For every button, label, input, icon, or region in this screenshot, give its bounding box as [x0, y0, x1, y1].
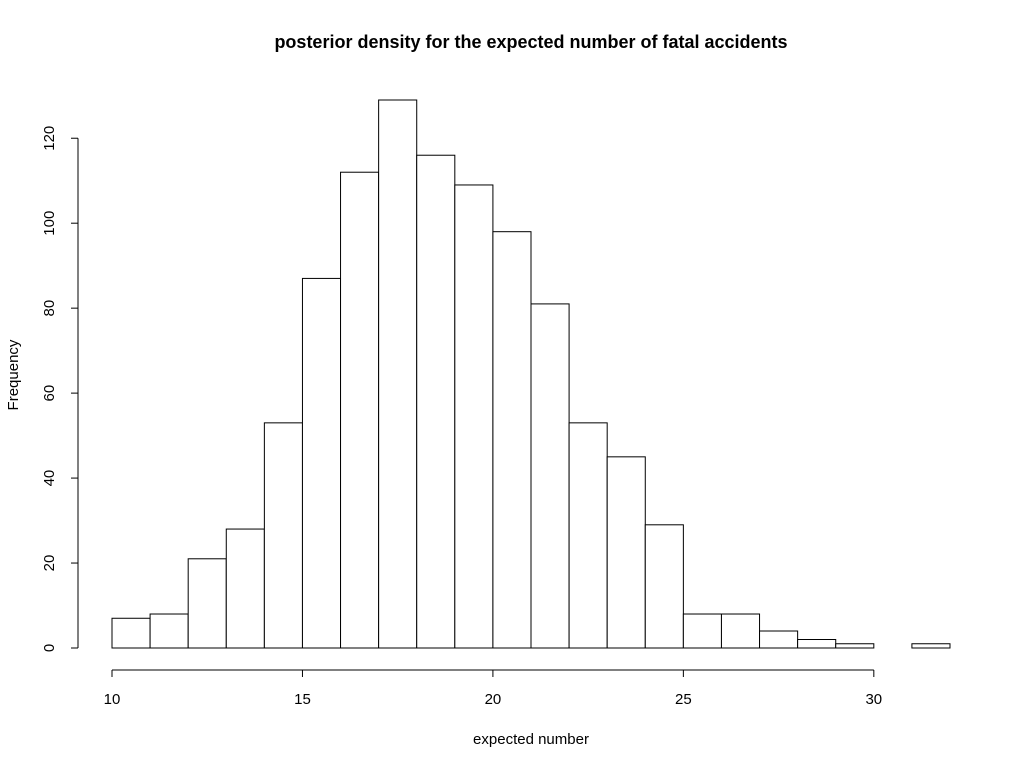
- x-tick-label: 30: [865, 691, 882, 708]
- histogram-bar: [188, 559, 226, 648]
- histogram-bar: [531, 304, 569, 648]
- histogram-bar: [226, 529, 264, 648]
- y-tick-label: 20: [41, 555, 58, 572]
- histogram-bar: [264, 423, 302, 648]
- x-axis: 10 15 20 25 30: [104, 670, 883, 708]
- y-tick-label: 0: [41, 644, 58, 652]
- y-tick-label: 40: [41, 470, 58, 487]
- x-axis-label: expected number: [473, 731, 589, 748]
- histogram-bar: [760, 631, 798, 648]
- x-tick-label: 15: [294, 691, 311, 708]
- y-tick-label: 60: [41, 385, 58, 402]
- y-axis: 0 20 40 60 80 100 120: [41, 126, 78, 652]
- histogram-bar: [341, 172, 379, 648]
- histogram-bar: [302, 278, 340, 648]
- x-tick-label: 25: [675, 691, 692, 708]
- histogram-bar: [569, 423, 607, 648]
- x-tick-label: 10: [104, 691, 121, 708]
- histogram-bar: [417, 155, 455, 648]
- histogram-bar: [645, 525, 683, 648]
- histogram-bar: [721, 614, 759, 648]
- histogram-bar: [455, 185, 493, 648]
- y-axis-label: Frequency: [5, 339, 22, 410]
- chart-title: posterior density for the expected numbe…: [274, 32, 787, 52]
- histogram-bar: [379, 100, 417, 648]
- y-tick-label: 80: [41, 300, 58, 317]
- bars-group: [112, 100, 950, 648]
- histogram-bar: [836, 644, 874, 648]
- histogram-bar: [112, 618, 150, 648]
- histogram-bar: [683, 614, 721, 648]
- histogram-bar: [798, 640, 836, 648]
- histogram-bar: [150, 614, 188, 648]
- x-tick-label: 20: [485, 691, 502, 708]
- histogram-bar: [607, 457, 645, 648]
- y-tick-label: 100: [41, 211, 58, 236]
- y-tick-label: 120: [41, 126, 58, 151]
- histogram-bar: [912, 644, 950, 648]
- histogram-bar: [493, 232, 531, 648]
